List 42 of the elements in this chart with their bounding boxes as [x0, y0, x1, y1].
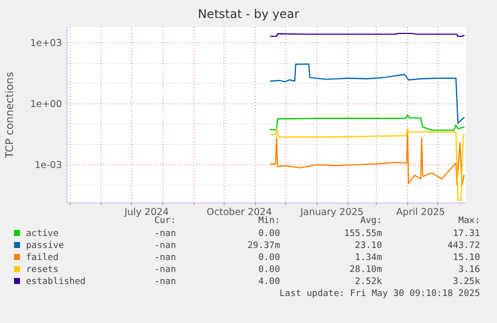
text: Last update: Fri May 30 09:10:18 2025: [280, 289, 480, 299]
text: -nan: [154, 265, 176, 275]
legend-label: passive: [26, 241, 64, 251]
text: 2.52k: [354, 277, 383, 287]
line-series: [270, 63, 465, 124]
text: -nan: [154, 229, 176, 239]
text: 155.55m: [344, 229, 382, 239]
chart-title: Netstat - by year: [198, 7, 300, 21]
text: 0.00: [258, 253, 280, 263]
text: 17.31: [452, 229, 480, 239]
text: Max:: [458, 216, 480, 226]
y-axis-title: TCP connections: [4, 72, 16, 160]
text: 0.00: [258, 229, 280, 239]
text: Cur:: [154, 216, 176, 226]
text: -nan: [154, 241, 176, 251]
text: -nan: [154, 277, 176, 287]
text: 3.16: [458, 265, 480, 275]
legend-label: resets: [26, 265, 59, 275]
legend-label: failed: [26, 253, 59, 263]
line-series: [270, 114, 465, 131]
text: -nan: [154, 253, 176, 263]
text: Avg:: [360, 216, 382, 226]
x-tick-label: April 2025: [396, 207, 446, 218]
x-tick-label: July 2024: [123, 207, 169, 218]
text: Min:: [258, 216, 280, 226]
line-series: [270, 129, 465, 186]
line-series: [270, 128, 465, 201]
text: 3.25k: [452, 277, 481, 287]
y-tick-label: 1e+03: [30, 38, 62, 50]
text: 443.72: [447, 241, 480, 251]
x-tick-label: January 2025: [299, 207, 364, 218]
text: 0.00: [258, 265, 280, 275]
text: 29.37m: [247, 241, 280, 251]
text: 15.10: [452, 253, 480, 263]
legend-label: established: [26, 277, 86, 287]
text: 23.10: [354, 241, 382, 251]
y-tick-label: 1e+00: [30, 99, 62, 110]
y-tick-label: 1e-03: [34, 160, 62, 172]
text: 4.00: [258, 277, 280, 287]
text: 1.34m: [354, 253, 382, 263]
text: 28.10m: [349, 265, 382, 275]
legend-label: active: [26, 229, 59, 239]
